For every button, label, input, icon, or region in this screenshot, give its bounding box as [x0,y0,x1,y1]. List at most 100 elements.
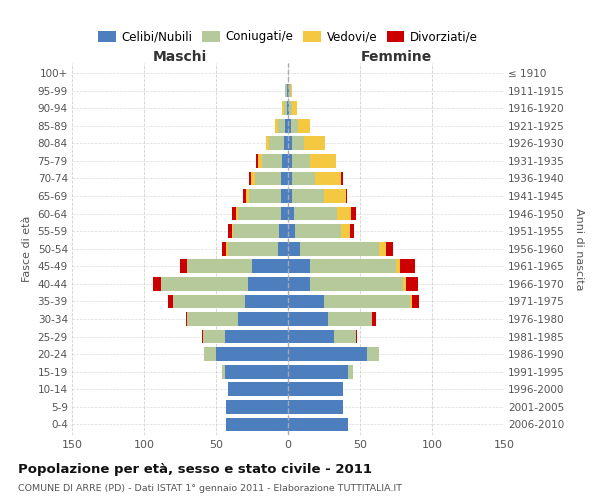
Bar [288,382,343,396]
Y-axis label: Anni di nascita: Anni di nascita [574,208,584,290]
Bar [249,172,251,185]
Bar [324,294,410,308]
Bar [248,277,288,290]
Bar [406,277,418,290]
Bar [328,312,371,326]
Bar [288,136,292,150]
Bar [371,312,376,326]
Bar [224,365,288,378]
Bar [186,312,187,326]
Bar [173,294,245,308]
Bar [396,260,400,273]
Bar [310,154,335,168]
Bar [285,119,288,132]
Bar [334,330,356,344]
Bar [341,172,343,185]
Bar [324,189,346,203]
Text: Femmine: Femmine [361,50,431,64]
Bar [187,260,252,273]
Bar [400,260,415,273]
Bar [284,136,288,150]
Bar [216,348,288,361]
Bar [169,294,173,308]
Bar [350,224,354,238]
Bar [249,189,281,203]
Bar [233,224,280,238]
Bar [278,242,288,256]
Bar [238,312,288,326]
Bar [281,207,288,220]
Bar [288,119,291,132]
Text: Popolazione per età, sesso e stato civile - 2011: Popolazione per età, sesso e stato civil… [18,462,372,475]
Bar [352,207,356,220]
Bar [255,172,281,185]
Bar [205,348,216,361]
Bar [412,294,419,308]
Bar [280,224,288,238]
Bar [266,136,269,150]
Bar [238,207,281,220]
Bar [258,154,262,168]
Bar [292,172,316,185]
Bar [288,418,349,432]
Bar [341,224,350,238]
Bar [379,242,386,256]
Text: COMUNE DI ARRE (PD) - Dati ISTAT 1° gennaio 2011 - Elaborazione TUTTITALIA.IT: COMUNE DI ARRE (PD) - Dati ISTAT 1° genn… [18,484,402,493]
Bar [288,312,328,326]
Bar [292,102,296,115]
Bar [289,84,291,98]
Bar [203,330,224,344]
Bar [291,84,292,98]
Bar [180,260,187,273]
Bar [292,189,324,203]
Bar [281,172,288,185]
Bar [227,224,232,238]
Bar [232,224,233,238]
Bar [316,172,341,185]
Bar [288,400,343,413]
Bar [222,365,224,378]
Bar [292,154,310,168]
Text: Maschi: Maschi [153,50,207,64]
Bar [187,312,238,326]
Bar [288,260,310,273]
Bar [251,172,255,185]
Bar [287,84,288,98]
Bar [227,242,278,256]
Bar [288,330,334,344]
Bar [299,242,379,256]
Bar [226,242,227,256]
Bar [226,418,288,432]
Bar [278,119,285,132]
Bar [282,102,284,115]
Bar [304,136,325,150]
Bar [226,400,288,413]
Bar [227,382,288,396]
Bar [288,277,310,290]
Bar [289,102,292,115]
Bar [232,207,236,220]
Bar [288,294,324,308]
Bar [275,119,278,132]
Bar [152,277,161,290]
Bar [288,348,367,361]
Bar [288,207,294,220]
Bar [386,242,393,256]
Legend: Celibi/Nubili, Coniugati/e, Vedovi/e, Divorziati/e: Celibi/Nubili, Coniugati/e, Vedovi/e, Di… [93,26,483,48]
Bar [294,207,337,220]
Bar [281,189,288,203]
Bar [346,189,347,203]
Bar [161,277,248,290]
Bar [410,294,412,308]
Bar [288,224,295,238]
Bar [403,277,406,290]
Bar [284,102,287,115]
Bar [288,365,349,378]
Bar [202,330,203,344]
Bar [292,136,304,150]
Bar [288,154,292,168]
Bar [356,330,357,344]
Bar [244,189,246,203]
Bar [236,207,238,220]
Bar [349,365,353,378]
